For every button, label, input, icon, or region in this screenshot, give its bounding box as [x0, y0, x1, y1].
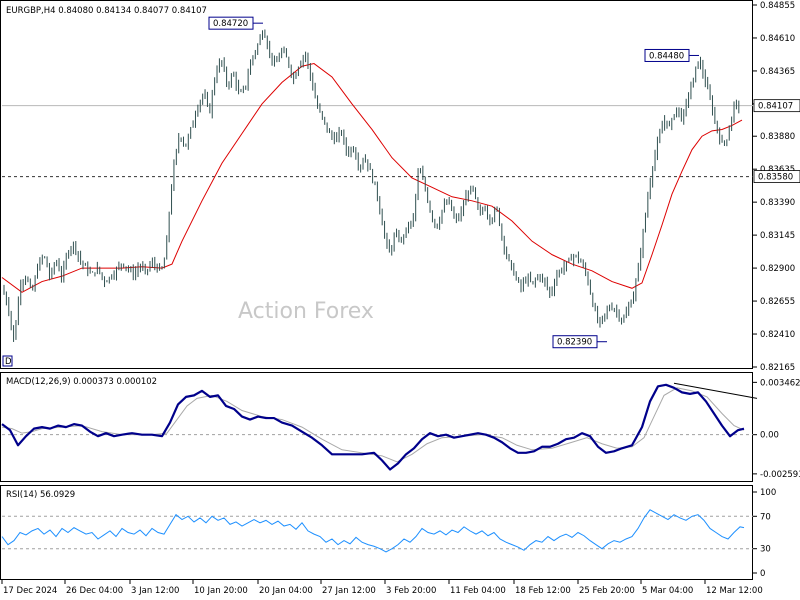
price-tick-label: 0.82165 — [760, 363, 795, 373]
current-price-label: 0.84107 — [758, 102, 793, 112]
rsi-tick-label: 0 — [760, 569, 765, 579]
macd-panel: MACD(12,26,9) 0.000373 0.000102 0.003462… — [0, 372, 800, 482]
macd-trendline — [673, 382, 758, 399]
swing-label: 0.84720 — [213, 19, 248, 29]
time-tick-label: 10 Jan 20:00 — [194, 586, 248, 596]
macd-tick-label: 0.00 — [760, 431, 779, 441]
macd-line — [1, 383, 745, 471]
time-tick-label: 12 Mar 12:00 — [706, 586, 763, 596]
time-tick-label: 17 Dec 2024 — [3, 586, 57, 596]
price-tick-label: 0.84855 — [760, 1, 795, 11]
macd-header: MACD(12,26,9) 0.000373 0.000102 — [6, 377, 157, 387]
rsi-line — [1, 509, 745, 553]
rsi-panel: RSI(14) 56.0929 100 70 30 0 — [0, 485, 776, 580]
swing-label: 0.82390 — [557, 338, 592, 348]
price-tick-label: 0.82655 — [760, 297, 795, 307]
rsi-tick-label: 30 — [760, 545, 771, 555]
price-tick-label: 0.82410 — [760, 330, 795, 340]
time-axis: 17 Dec 2024 26 Dec 04:00 3 Jan 12:00 10 Jan… — [1, 580, 763, 596]
macd-tick-label: 0.003462 — [760, 378, 800, 388]
time-tick-label: 3 Feb 20:00 — [386, 586, 436, 596]
level-box — [753, 170, 800, 183]
price-tick-label: 0.83635 — [760, 165, 795, 175]
time-tick-label: 26 Dec 04:00 — [66, 586, 123, 596]
current-price-box — [753, 99, 800, 113]
watermark: Action Forex — [238, 299, 374, 324]
period-marker-box — [2, 355, 13, 367]
rsi-tick-label: 100 — [760, 488, 776, 498]
price-header: EURGBP,H4 0.84080 0.84134 0.84077 0.8410… — [6, 6, 207, 16]
rsi-tick-label: 70 — [760, 512, 771, 522]
level-label: 0.83580 — [758, 173, 793, 183]
swing-label: 0.84480 — [649, 51, 684, 61]
time-tick-label: 11 Feb 04:00 — [450, 586, 506, 596]
time-tick-label: 25 Feb 20:00 — [579, 586, 635, 596]
price-tick-label: 0.83390 — [760, 198, 795, 208]
period-marker: D — [5, 357, 12, 367]
price-tick-label: 0.83145 — [760, 231, 795, 241]
price-tick-label: 0.82900 — [760, 264, 795, 274]
macd-signal-line — [1, 387, 745, 463]
time-tick-label: 20 Jan 04:00 — [259, 586, 313, 596]
price-panel: Action Forex 0.84720 0.84480 0.82390 D EURG… — [0, 0, 800, 373]
price-tick-label: 0.84365 — [760, 67, 795, 77]
macd-tick-label: -0.002593 — [760, 470, 800, 480]
moving-average-line — [1, 63, 743, 293]
price-tick-label: 0.84610 — [760, 34, 795, 44]
time-tick-label: 3 Jan 12:00 — [131, 586, 179, 596]
time-tick-label: 18 Feb 12:00 — [515, 586, 571, 596]
rsi-header: RSI(14) 56.0929 — [6, 490, 75, 500]
price-tick-label: 0.83880 — [760, 132, 795, 142]
time-tick-label: 27 Jan 12:00 — [322, 586, 376, 596]
time-tick-label: 5 Mar 04:00 — [642, 586, 693, 596]
